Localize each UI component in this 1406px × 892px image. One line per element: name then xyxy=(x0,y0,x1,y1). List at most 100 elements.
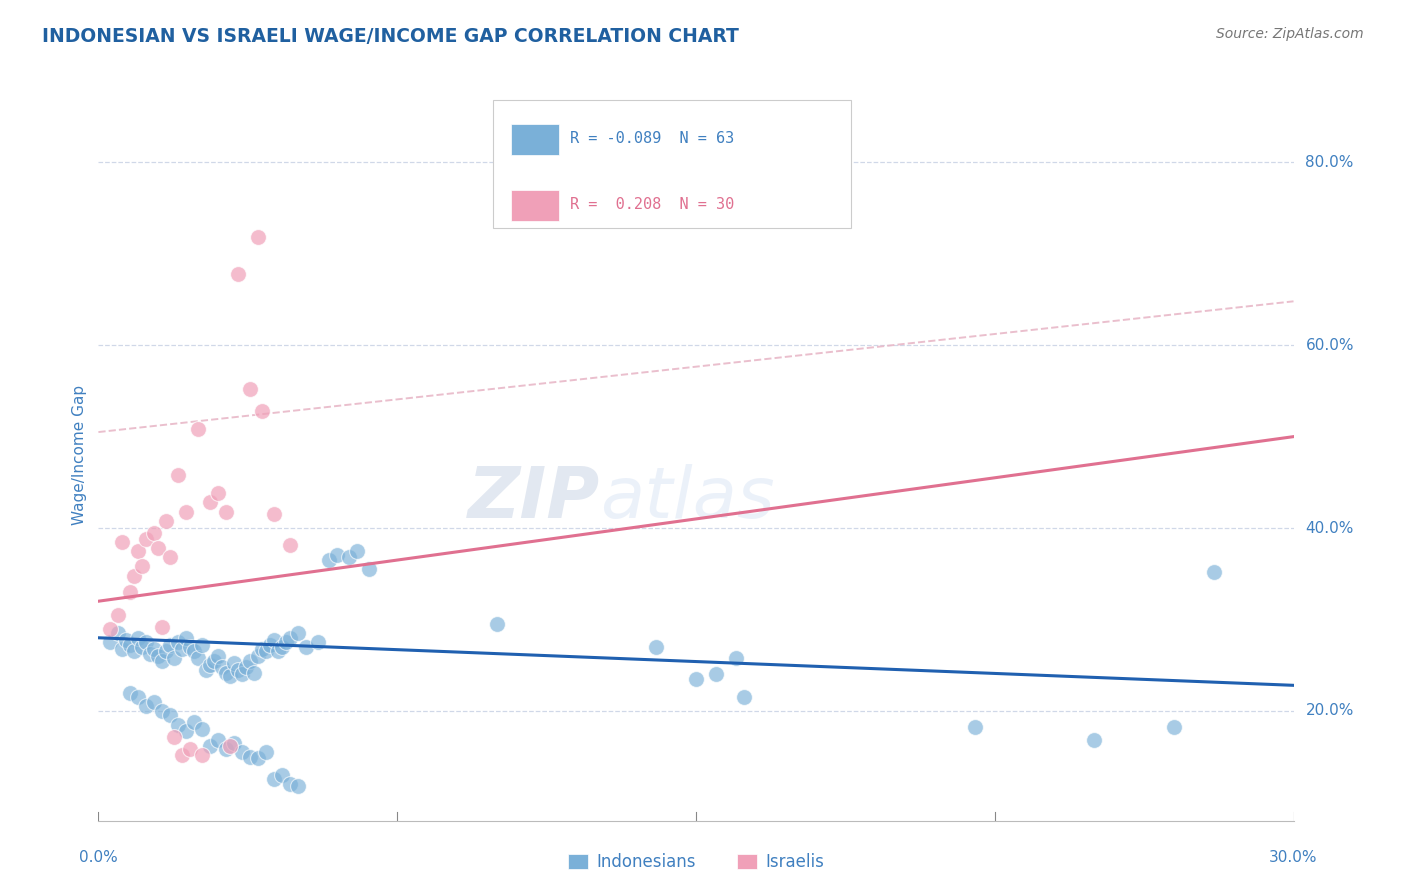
Point xyxy=(733,690,755,705)
Point xyxy=(198,495,221,509)
Point xyxy=(159,708,181,723)
Point xyxy=(263,772,285,787)
Point xyxy=(111,641,134,656)
Point xyxy=(1083,733,1105,747)
Point xyxy=(307,635,329,649)
Point xyxy=(120,585,142,599)
Point xyxy=(359,562,381,576)
Point xyxy=(226,267,249,281)
Point xyxy=(107,607,129,622)
Point xyxy=(239,749,262,764)
Point xyxy=(685,672,707,686)
Point xyxy=(207,649,229,664)
Point xyxy=(219,739,242,753)
Point xyxy=(167,635,190,649)
Y-axis label: Wage/Income Gap: Wage/Income Gap xyxy=(72,384,87,525)
Point xyxy=(183,714,205,729)
Point xyxy=(120,685,142,699)
Point xyxy=(131,640,153,654)
Bar xyxy=(510,124,558,155)
Point xyxy=(159,550,181,565)
Point xyxy=(231,745,253,759)
Point xyxy=(963,720,986,734)
Point xyxy=(202,654,225,668)
Point xyxy=(163,730,186,744)
Point xyxy=(167,468,190,483)
Text: 40.0%: 40.0% xyxy=(1305,521,1354,535)
Point xyxy=(231,667,253,681)
Point xyxy=(270,768,292,782)
Point xyxy=(115,632,138,647)
Point xyxy=(179,640,201,654)
Point xyxy=(198,658,221,673)
Point xyxy=(155,644,177,658)
Point xyxy=(270,640,292,654)
Point xyxy=(645,640,668,654)
Point xyxy=(111,534,134,549)
Text: R = -0.089  N = 63: R = -0.089 N = 63 xyxy=(571,131,735,146)
Text: 20.0%: 20.0% xyxy=(1305,704,1354,718)
Point xyxy=(1202,565,1225,579)
Point xyxy=(263,508,285,522)
Point xyxy=(278,777,301,791)
Text: atlas: atlas xyxy=(600,465,775,533)
Text: 80.0%: 80.0% xyxy=(1305,155,1354,169)
Point xyxy=(259,638,281,652)
Point xyxy=(254,644,277,658)
Point xyxy=(127,631,149,645)
Point xyxy=(278,537,301,551)
Point xyxy=(107,626,129,640)
Point xyxy=(179,742,201,756)
Point xyxy=(150,654,173,668)
Point xyxy=(194,663,218,677)
Point xyxy=(143,525,166,540)
Point xyxy=(250,404,273,418)
Point xyxy=(254,745,277,759)
Point xyxy=(287,626,309,640)
Legend: Indonesians, Israelis: Indonesians, Israelis xyxy=(561,847,831,878)
Point xyxy=(187,651,209,665)
Point xyxy=(135,532,157,546)
Point xyxy=(198,739,221,753)
Point xyxy=(207,486,229,500)
Point xyxy=(174,505,197,519)
Point xyxy=(139,647,162,661)
Point xyxy=(174,631,197,645)
Point xyxy=(207,733,229,747)
Point xyxy=(215,505,238,519)
Point xyxy=(246,230,269,244)
Point xyxy=(243,665,266,680)
Text: 60.0%: 60.0% xyxy=(1305,338,1354,352)
Point xyxy=(278,631,301,645)
Point xyxy=(174,724,197,739)
Point xyxy=(235,660,257,674)
Point xyxy=(150,620,173,634)
Point xyxy=(191,723,214,737)
Point xyxy=(318,553,340,567)
Point xyxy=(155,514,177,528)
Point xyxy=(222,736,245,750)
Point xyxy=(263,632,285,647)
Point xyxy=(187,422,209,436)
Point xyxy=(485,617,508,632)
Point xyxy=(294,640,316,654)
Point xyxy=(172,641,194,656)
Point xyxy=(98,635,122,649)
Point xyxy=(339,550,360,565)
Point xyxy=(143,641,166,656)
Point xyxy=(239,654,262,668)
FancyBboxPatch shape xyxy=(494,100,851,228)
Text: ZIP: ZIP xyxy=(468,465,600,533)
Point xyxy=(724,651,747,665)
Point xyxy=(183,644,205,658)
Point xyxy=(274,635,297,649)
Point xyxy=(124,568,146,582)
Point xyxy=(172,747,194,762)
Point xyxy=(219,669,242,683)
Point xyxy=(124,644,146,658)
Text: 0.0%: 0.0% xyxy=(79,850,118,865)
Point xyxy=(159,638,181,652)
Text: R =  0.208  N = 30: R = 0.208 N = 30 xyxy=(571,197,735,212)
Bar xyxy=(510,190,558,221)
Point xyxy=(135,699,157,714)
